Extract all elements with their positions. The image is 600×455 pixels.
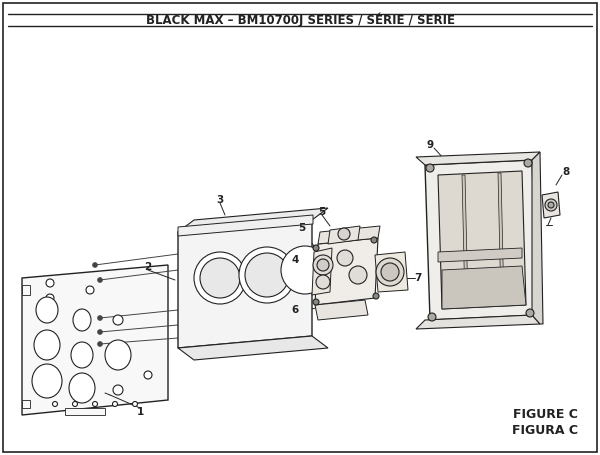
Polygon shape xyxy=(425,160,537,320)
Circle shape xyxy=(239,247,295,303)
Circle shape xyxy=(97,278,103,283)
Ellipse shape xyxy=(32,364,62,398)
Circle shape xyxy=(46,279,54,287)
Circle shape xyxy=(200,258,240,298)
Polygon shape xyxy=(22,400,30,408)
Polygon shape xyxy=(375,252,408,292)
Circle shape xyxy=(381,263,399,281)
Circle shape xyxy=(113,401,118,406)
Polygon shape xyxy=(178,220,312,348)
Circle shape xyxy=(53,401,58,406)
Text: FIGURA C: FIGURA C xyxy=(512,424,578,436)
Text: 5: 5 xyxy=(319,207,326,217)
Circle shape xyxy=(373,293,379,299)
Polygon shape xyxy=(22,285,30,295)
Circle shape xyxy=(349,266,367,284)
Circle shape xyxy=(86,286,94,294)
Circle shape xyxy=(317,259,329,271)
Polygon shape xyxy=(438,171,526,309)
Circle shape xyxy=(428,313,436,321)
Circle shape xyxy=(113,385,123,395)
Circle shape xyxy=(144,371,152,379)
Ellipse shape xyxy=(69,373,95,403)
Text: 3: 3 xyxy=(217,195,224,205)
Ellipse shape xyxy=(36,297,58,323)
Polygon shape xyxy=(442,266,526,309)
Polygon shape xyxy=(315,300,368,320)
Text: FIGURE C: FIGURE C xyxy=(513,409,578,421)
Circle shape xyxy=(313,255,333,275)
Circle shape xyxy=(313,299,319,305)
Circle shape xyxy=(97,329,103,334)
Polygon shape xyxy=(438,248,522,262)
Text: 8: 8 xyxy=(562,167,569,177)
Polygon shape xyxy=(498,173,504,305)
Ellipse shape xyxy=(73,309,91,331)
Polygon shape xyxy=(532,152,543,324)
Ellipse shape xyxy=(71,342,93,368)
Circle shape xyxy=(548,202,554,208)
Polygon shape xyxy=(462,175,468,305)
Circle shape xyxy=(46,294,54,302)
Circle shape xyxy=(545,199,557,211)
Polygon shape xyxy=(22,265,168,415)
Circle shape xyxy=(92,263,97,268)
Circle shape xyxy=(524,159,532,167)
Polygon shape xyxy=(312,248,332,295)
Ellipse shape xyxy=(34,330,60,360)
Polygon shape xyxy=(178,208,328,232)
Text: 1: 1 xyxy=(136,407,143,417)
Polygon shape xyxy=(416,315,540,329)
Circle shape xyxy=(97,342,103,347)
Polygon shape xyxy=(315,238,378,305)
Polygon shape xyxy=(178,215,313,236)
Text: 5: 5 xyxy=(298,223,305,233)
Circle shape xyxy=(113,315,123,325)
Circle shape xyxy=(194,252,246,304)
Circle shape xyxy=(92,401,97,406)
Circle shape xyxy=(97,315,103,320)
Text: 4: 4 xyxy=(292,255,299,265)
Text: BLACK MAX – BM10700J SERIES / SÉRIE / SERIE: BLACK MAX – BM10700J SERIES / SÉRIE / SE… xyxy=(146,13,455,27)
Text: 7: 7 xyxy=(415,273,422,283)
Circle shape xyxy=(316,275,330,289)
Circle shape xyxy=(245,253,289,297)
Text: 6: 6 xyxy=(292,305,299,315)
Circle shape xyxy=(338,228,350,240)
Ellipse shape xyxy=(105,340,131,370)
Circle shape xyxy=(526,309,534,317)
Circle shape xyxy=(426,164,434,172)
Circle shape xyxy=(73,401,77,406)
Text: 9: 9 xyxy=(427,140,434,150)
Circle shape xyxy=(313,245,319,251)
Circle shape xyxy=(281,246,329,294)
Polygon shape xyxy=(328,226,360,244)
Polygon shape xyxy=(178,336,328,360)
Circle shape xyxy=(337,250,353,266)
Polygon shape xyxy=(65,408,105,415)
Polygon shape xyxy=(416,152,540,165)
Polygon shape xyxy=(542,192,560,218)
Circle shape xyxy=(371,237,377,243)
Circle shape xyxy=(376,258,404,286)
Circle shape xyxy=(133,401,137,406)
Text: 2: 2 xyxy=(145,262,152,272)
Polygon shape xyxy=(318,226,380,244)
